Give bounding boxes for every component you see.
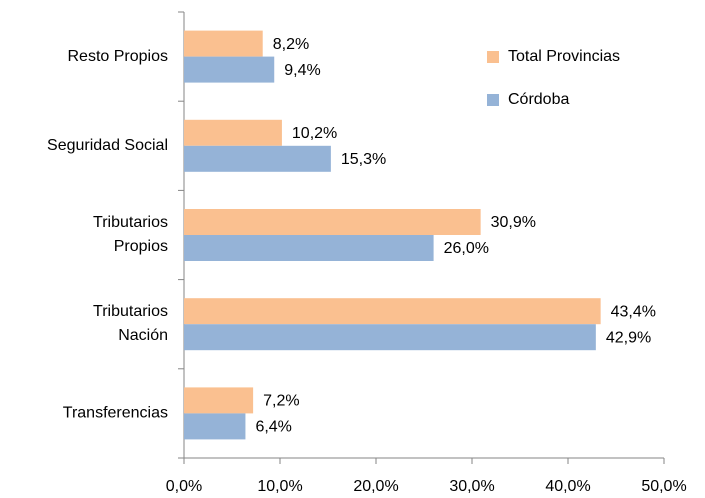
legend-swatch [487,94,499,106]
y-tick-label: Tributarios Propios [93,214,168,255]
x-tick-label: 30,0% [449,478,494,495]
x-tick-label: 40,0% [545,478,590,495]
y-tick-label: Tributarios Nación [93,303,168,344]
legend-label: Total Provincias [508,48,620,65]
x-tick-label: 50,0% [641,478,686,495]
value-label: 42,9% [606,329,651,346]
bar [184,387,254,414]
value-label: 43,4% [611,303,656,320]
x-tick-label: 20,0% [353,478,398,495]
legend-swatch [487,51,499,63]
value-label: 6,4% [255,419,291,436]
value-label: 10,2% [292,125,337,142]
bar [184,56,275,83]
value-label: 8,2% [273,36,309,53]
bar [184,119,282,146]
bar [184,413,246,440]
value-label: 15,3% [341,151,386,168]
value-label: 9,4% [284,62,320,79]
x-tick-label: 0,0% [166,478,202,495]
value-label: 26,0% [444,240,489,257]
bar [184,235,434,261]
bar [184,324,596,351]
bar [184,209,481,235]
x-tick-label: 10,0% [257,478,302,495]
bar [184,298,601,325]
legend-label: Córdoba [508,91,569,108]
y-tick-label: Resto Propios [68,48,169,65]
bar [184,30,263,57]
y-tick-label: Transferencias [63,405,168,422]
y-tick-label: Seguridad Social [47,137,168,154]
bar [184,145,331,172]
value-label: 7,2% [263,393,299,410]
value-label: 30,9% [491,214,536,231]
